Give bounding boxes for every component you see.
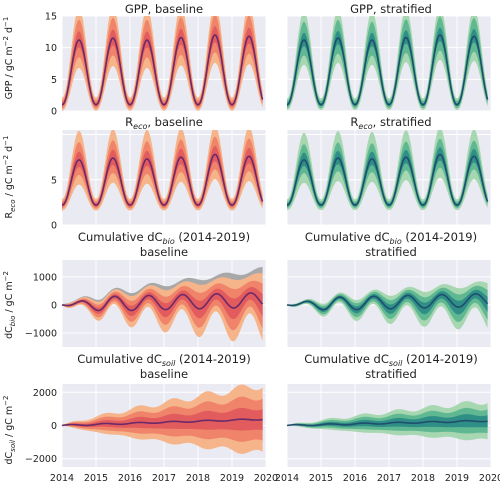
y-tick-label: −2000	[25, 454, 57, 465]
uncertainty-band	[62, 407, 263, 431]
x-tick-label: 2019	[445, 473, 469, 484]
mean-line	[286, 34, 489, 106]
title-bio-stratified-l2: stratified	[365, 245, 417, 259]
y-tick-label: 5	[51, 75, 57, 86]
y-tick-label: 2000	[33, 388, 57, 399]
x-tick-label: 2015	[309, 473, 333, 484]
panel-2: 05	[51, 130, 267, 232]
title-reco-baseline: Reco, baseline	[125, 115, 203, 131]
y-tick-label: 0	[51, 107, 57, 118]
title-soil-stratified-l2: stratified	[365, 367, 417, 381]
x-tick-label: 2019	[220, 473, 244, 484]
y-tick-label: 0	[51, 221, 57, 232]
mean-line	[286, 419, 488, 427]
mean-line	[61, 292, 264, 312]
title-bio-baseline-l1: Cumulative dCbio (2014-2019)	[78, 230, 250, 246]
panel-0: 0 5 10 15	[45, 12, 267, 118]
x-tick-label: 2020	[254, 473, 278, 484]
panel-7: 2014 2015 2016 2017 2018 2019 2020	[275, 384, 500, 484]
title-soil-baseline-l2: baseline	[140, 367, 188, 381]
ylabel-bio: dCbio / gC m−2	[2, 271, 17, 339]
y-tick-label: 0	[51, 300, 57, 311]
y-tick-label: −1000	[25, 328, 57, 339]
x-tick-label: 2014	[50, 473, 74, 484]
title-soil-stratified-l1: Cumulative dCsoil (2014-2019)	[304, 352, 477, 368]
title-gpp-baseline: GPP, baseline	[125, 2, 203, 16]
x-tick-label: 2016	[343, 473, 367, 484]
uncertainty-band	[62, 146, 263, 207]
panel-5	[286, 260, 492, 347]
ylabel-gpp: GPP / gC m−2 d−1	[2, 17, 15, 100]
ylabel-reco: Reco / gC m−2 d−1	[2, 136, 17, 219]
ylabel-soil: dCsoil / gC m−2	[2, 395, 17, 464]
title-bio-baseline-l2: baseline	[140, 245, 188, 259]
mean-line	[286, 153, 489, 206]
mean-line	[61, 418, 263, 427]
x-tick-label: 2020	[479, 473, 500, 484]
panel-1	[286, 15, 492, 112]
uncertainty-band	[287, 147, 488, 207]
y-tick-label: 10	[45, 43, 57, 54]
title-reco-stratified: Reco, stratified	[350, 115, 431, 131]
title-gpp-stratified: GPP, stratified	[350, 2, 432, 16]
x-tick-label: 2014	[275, 473, 299, 484]
mean-line	[286, 293, 489, 311]
mean-line	[61, 153, 264, 206]
panel-3	[286, 130, 492, 226]
title-bio-stratified-l1: Cumulative dCbio (2014-2019)	[305, 230, 477, 246]
panel-4: 1000 0 −1000	[25, 260, 267, 347]
y-tick-label: 0	[51, 421, 57, 432]
x-tick-label: 2018	[186, 473, 210, 484]
y-tick-label: 5	[51, 175, 57, 186]
x-tick-label: 2015	[84, 473, 108, 484]
mean-line	[61, 34, 264, 106]
x-tick-label: 2018	[411, 473, 435, 484]
x-tick-label: 2016	[118, 473, 142, 484]
x-tick-label: 2017	[377, 473, 401, 484]
x-tick-label: 2017	[152, 473, 176, 484]
panel-6: 2000 0 −2000 2014 2015 2016 2017 2018 2019 2020	[25, 384, 278, 484]
title-soil-baseline-l1: Cumulative dCsoil (2014-2019)	[77, 352, 250, 368]
y-tick-label: 1000	[33, 272, 57, 283]
y-tick-label: 15	[45, 12, 57, 23]
